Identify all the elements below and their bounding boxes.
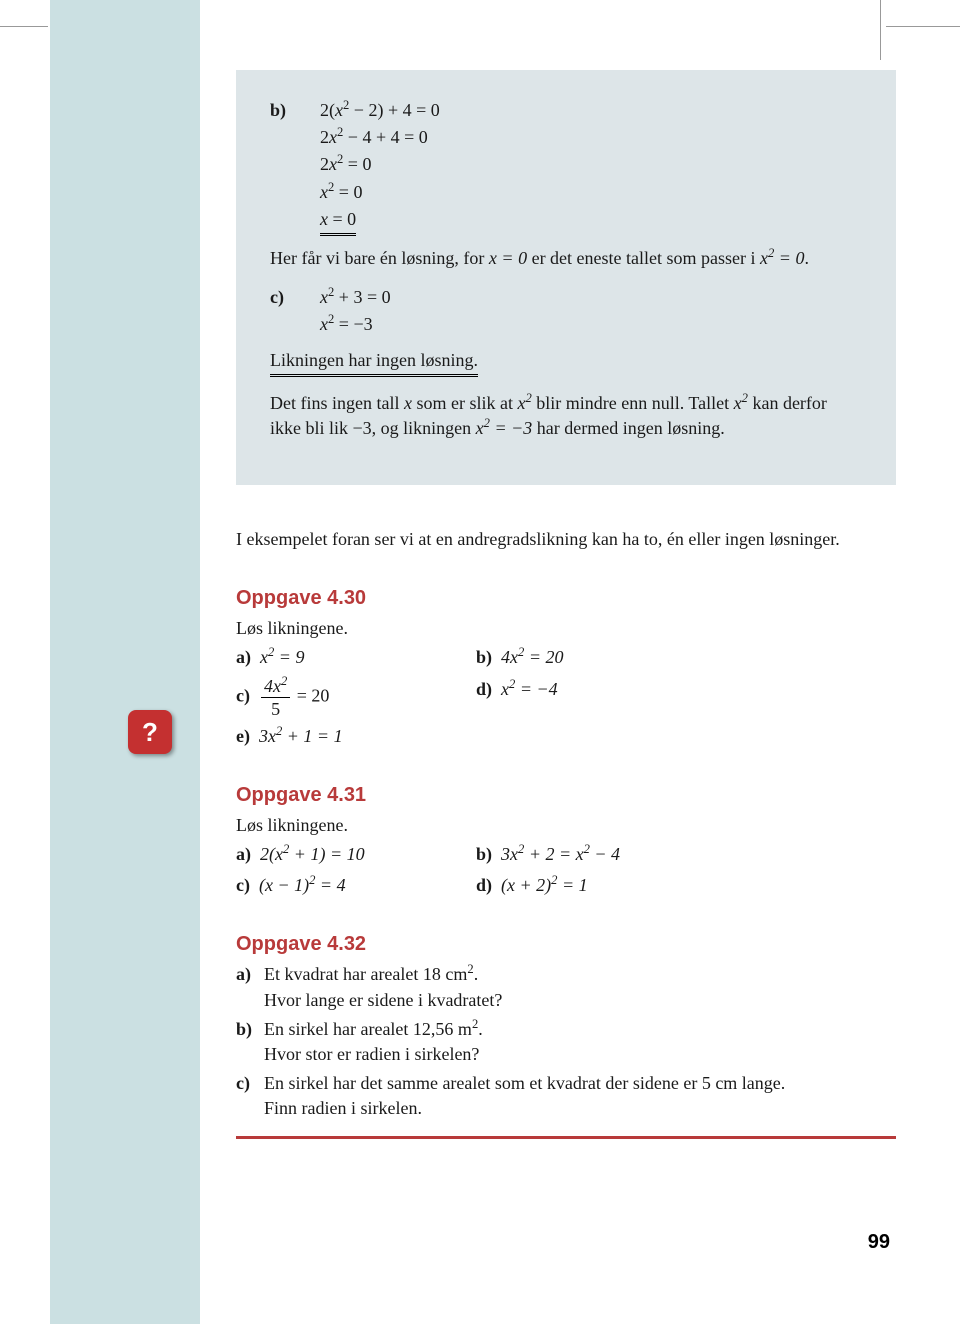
top-rule-left xyxy=(0,26,48,27)
item-b: b) 4x2 = 20 xyxy=(476,645,856,670)
inline-math: x2 xyxy=(517,393,531,413)
item-b: b) En sirkel har arealet 12,56 m2. Hvor … xyxy=(236,1017,856,1067)
inline-math: x2 = −3 xyxy=(476,418,533,438)
help-icon[interactable]: ? xyxy=(128,710,172,754)
item-d: d) x2 = −4 xyxy=(476,677,856,718)
item-a: a) Et kvadrat har arealet 18 cm2. Hvor l… xyxy=(236,962,856,1012)
oppgave-title: Oppgave 4.30 xyxy=(236,584,856,612)
oppgave-instruction: Løs likningene. xyxy=(236,813,856,838)
eq: 2(x2 − 2) + 4 = 0 xyxy=(320,98,440,123)
text: har dermed ingen løsning. xyxy=(532,418,724,438)
sidebar-column xyxy=(50,0,200,1324)
item-a: a) x2 = 9 xyxy=(236,645,476,670)
oppgave-430: Oppgave 4.30 Løs likningene. a) x2 = 9 b… xyxy=(236,584,856,749)
part-c-equations: x2 + 3 = 0 x2 = −3 xyxy=(320,285,391,337)
item-b: b) 3x2 + 2 = x2 − 4 xyxy=(476,842,856,867)
text: blir mindre enn null. Tallet xyxy=(532,393,734,413)
part-b-label: b) xyxy=(270,98,320,236)
text: Det fins ingen tall xyxy=(270,393,404,413)
eq: 2x2 = 0 xyxy=(320,152,440,177)
inline-math: x = 0 xyxy=(489,248,527,268)
part-c-label: c) xyxy=(270,285,320,337)
eq: 2x2 − 4 + 4 = 0 xyxy=(320,125,440,150)
oppgave-items: a) 2(x2 + 1) = 10 b) 3x2 + 2 = x2 − 4 c)… xyxy=(236,842,856,898)
section-rule xyxy=(236,1136,896,1139)
example-part-c: c) x2 + 3 = 0 x2 = −3 xyxy=(270,285,862,337)
oppgave-instruction: Løs likningene. xyxy=(236,616,856,641)
text: Her får vi bare én løsning, for xyxy=(270,248,489,268)
oppgave-items: a) Et kvadrat har arealet 18 cm2. Hvor l… xyxy=(236,962,856,1121)
page-number: 99 xyxy=(868,1231,890,1254)
item-c: c) En sirkel har det samme arealet som e… xyxy=(236,1071,856,1121)
item-c: c) (x − 1)2 = 4 xyxy=(236,873,476,898)
text: . xyxy=(804,248,809,268)
text: er det eneste tallet som passer i xyxy=(532,248,760,268)
oppgave-title: Oppgave 4.31 xyxy=(236,781,856,809)
bridge-paragraph: I eksempelet foran ser vi at en andregra… xyxy=(236,527,856,552)
eq: x2 = 0 xyxy=(320,180,440,205)
text: og likningen xyxy=(376,418,476,438)
eq: x2 + 3 = 0 xyxy=(320,285,391,310)
no-solution-line: Likningen har ingen løsning. xyxy=(270,348,862,377)
part-c-explanation: Det fins ingen tall x som er slik at x2 … xyxy=(270,391,862,441)
example-box: b) 2(x2 − 2) + 4 = 0 2x2 − 4 + 4 = 0 2x2… xyxy=(236,70,896,485)
oppgave-431: Oppgave 4.31 Løs likningene. a) 2(x2 + 1… xyxy=(236,781,856,899)
part-b-equations: 2(x2 − 2) + 4 = 0 2x2 − 4 + 4 = 0 2x2 = … xyxy=(320,98,440,236)
inline-math: x2 = 0 xyxy=(760,248,804,268)
part-b-explanation: Her får vi bare én løsning, for x = 0 er… xyxy=(270,246,862,271)
eq-answer: x = 0 xyxy=(320,207,440,236)
item-c: c) 4x25 = 20 xyxy=(236,677,476,718)
example-part-b: b) 2(x2 − 2) + 4 = 0 2x2 − 4 + 4 = 0 2x2… xyxy=(270,98,862,236)
item-a: a) 2(x2 + 1) = 10 xyxy=(236,842,476,867)
item-d: d) (x + 2)2 = 1 xyxy=(476,873,856,898)
item-e: e) 3x2 + 1 = 1 xyxy=(236,724,476,749)
oppgave-432: Oppgave 4.32 a) Et kvadrat har arealet 1… xyxy=(236,930,856,1121)
oppgave-items: a) x2 = 9 b) 4x2 = 20 c) 4x25 = 20 d) x2… xyxy=(236,645,856,748)
inline-math: x2 xyxy=(734,393,748,413)
no-solution-text: Likningen har ingen løsning. xyxy=(270,348,478,377)
text: som er slik at xyxy=(412,393,518,413)
text: −3, xyxy=(353,418,377,438)
eq: x2 = −3 xyxy=(320,312,391,337)
inline-math: x xyxy=(404,393,412,413)
page-content: b) 2(x2 − 2) + 4 = 0 2x2 − 4 + 4 = 0 2x2… xyxy=(200,0,900,1139)
oppgave-title: Oppgave 4.32 xyxy=(236,930,856,958)
